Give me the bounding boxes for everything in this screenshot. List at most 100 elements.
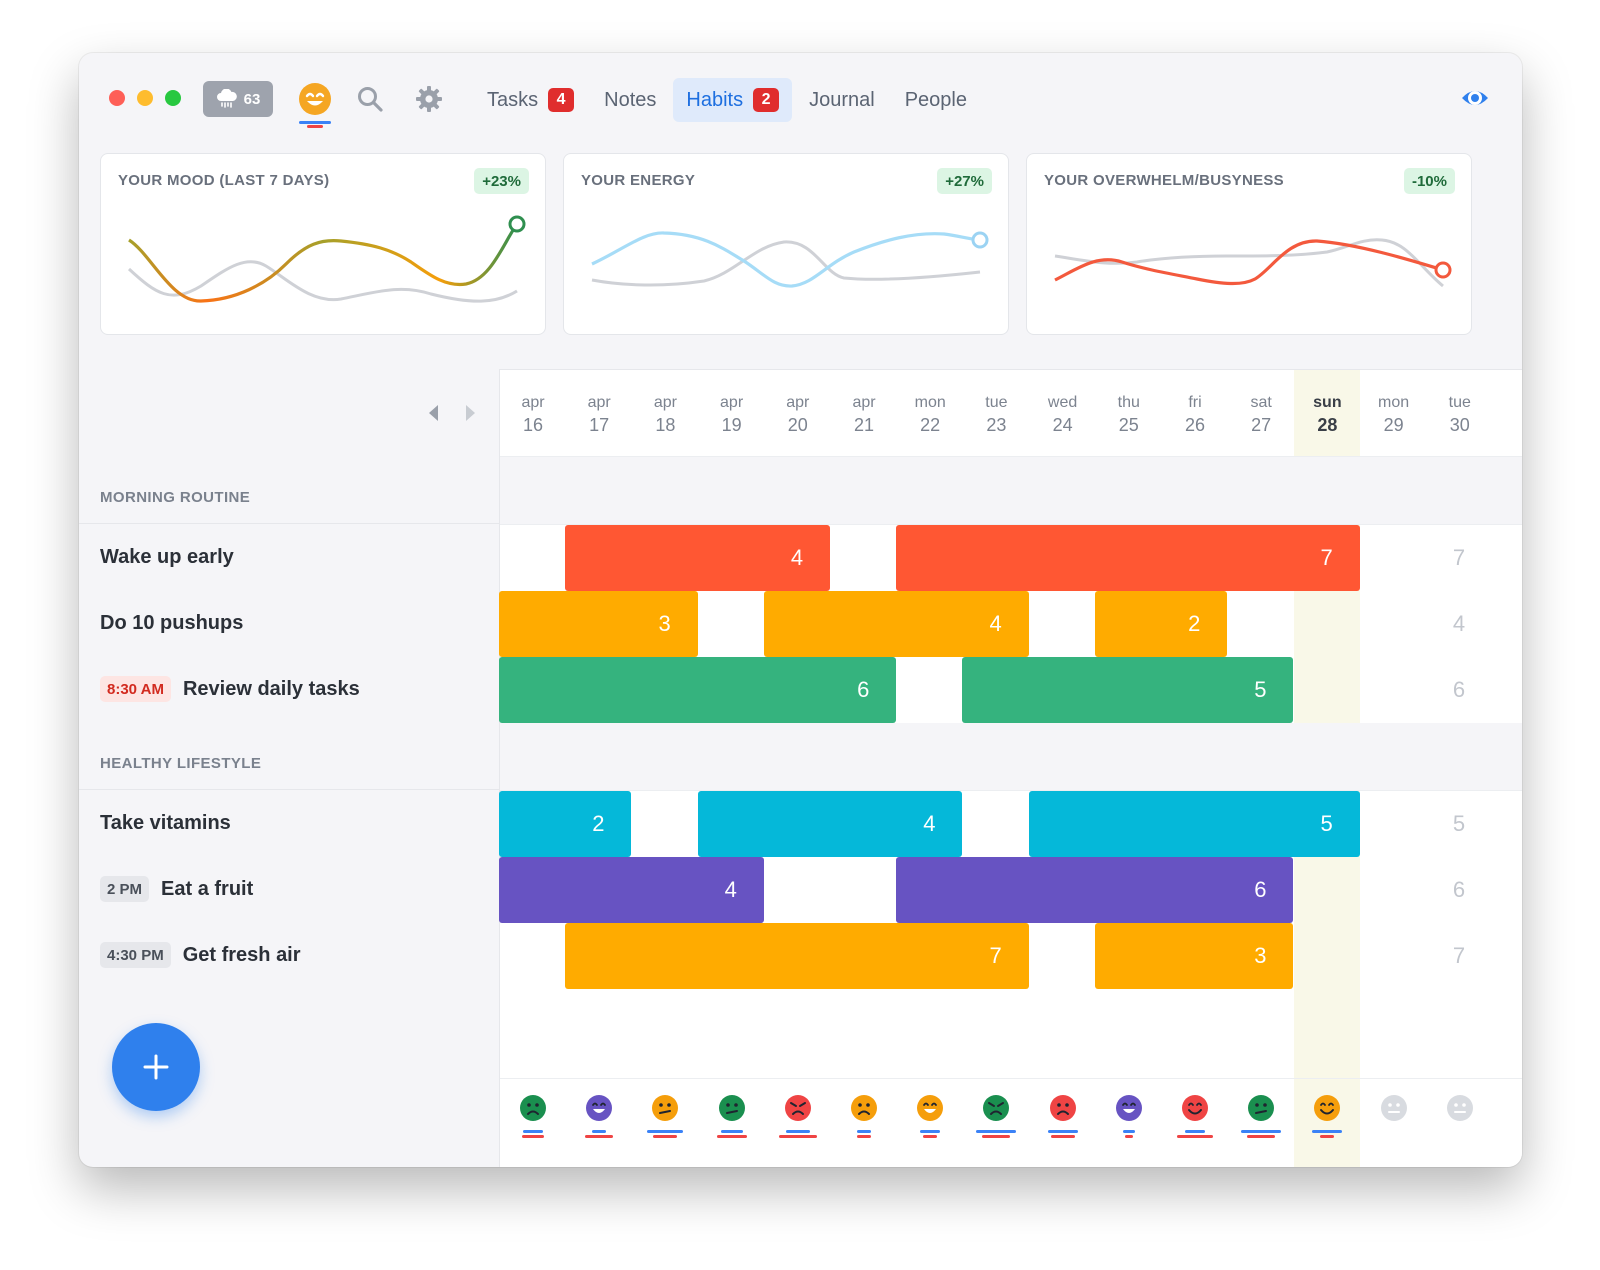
tab-label: Habits (686, 88, 744, 111)
overwhelm-level-bar (653, 1135, 678, 1138)
day-label: apr (786, 394, 810, 411)
day-label: thu (1117, 394, 1140, 411)
daily-mood-cell[interactable] (632, 1094, 698, 1154)
card-title: YOUR ENERGY (581, 172, 696, 189)
meh-face-icon (1248, 1095, 1275, 1121)
energy-level-bar (1312, 1130, 1343, 1133)
overwhelm-level-bar (857, 1135, 871, 1138)
habit-row[interactable]: Take vitamins (100, 790, 231, 856)
streak-count: 2 (592, 811, 605, 836)
mood-card[interactable]: YOUR MOOD (LAST 7 DAYS) +23% (100, 153, 546, 335)
eye-icon[interactable] (1460, 83, 1490, 113)
energy-level-bar (1185, 1130, 1205, 1133)
tab-habits[interactable]: Habits 2 (673, 78, 793, 122)
streak-bar[interactable]: 2 (499, 791, 632, 857)
daily-mood-cell[interactable] (500, 1094, 566, 1154)
tab-journal[interactable]: Journal (796, 78, 888, 122)
day-header: apr 21 (831, 392, 897, 436)
tab-label: Notes (604, 88, 657, 111)
daily-mood-cell[interactable] (699, 1094, 765, 1154)
weather-widget[interactable]: 63 (203, 81, 273, 117)
day-label: apr (653, 394, 677, 411)
change-badge: +23% (474, 168, 529, 194)
overwhelm-card[interactable]: YOUR OVERWHELM/BUSYNESS -10% (1026, 153, 1472, 335)
overwhelm-level-bar (778, 1135, 817, 1138)
streak-bar[interactable]: 4 (499, 857, 764, 923)
add-habit-button[interactable] (112, 1023, 200, 1111)
close-window-button[interactable] (109, 90, 125, 106)
streak-bar[interactable]: 4 (697, 791, 963, 857)
daily-mood-cell[interactable] (765, 1094, 831, 1154)
grin-face-icon (917, 1095, 944, 1121)
streak-bar[interactable]: 6 (896, 857, 1294, 923)
day-number: 20 (787, 415, 808, 435)
daily-mood-cell[interactable] (1096, 1094, 1162, 1154)
section-label: MORNING ROUTINE (100, 489, 251, 506)
mood-button[interactable] (297, 81, 333, 128)
tab-people[interactable]: People (892, 78, 980, 122)
streak-bar[interactable]: 3 (499, 591, 698, 657)
overwhelm-level-bar (1247, 1135, 1276, 1138)
daily-mood-cell[interactable] (963, 1094, 1029, 1154)
daily-mood-cell[interactable] (1162, 1094, 1228, 1154)
section-divider (79, 789, 499, 790)
title-bar: 63 (79, 53, 1522, 149)
day-label: fri (1188, 394, 1202, 411)
habit-row[interactable]: 8:30 AM Review daily tasks (100, 656, 360, 722)
habit-goal: 7 (1452, 943, 1466, 968)
day-number: 21 (853, 415, 875, 435)
daily-mood-cell[interactable] (1030, 1094, 1096, 1154)
streak-bar[interactable]: 5 (962, 657, 1294, 723)
minimize-window-button[interactable] (137, 90, 153, 106)
card-title: YOUR MOOD (LAST 7 DAYS) (118, 172, 330, 189)
card-title: YOUR OVERWHELM/BUSYNESS (1044, 172, 1284, 189)
habit-row[interactable]: 4:30 PM Get fresh air (100, 922, 301, 988)
daily-mood-cell[interactable] (831, 1094, 897, 1154)
habit-name: Wake up early (100, 545, 234, 568)
habit-name: Take vitamins (100, 811, 231, 834)
day-header: apr 18 (632, 392, 698, 436)
daily-mood-cell[interactable] (897, 1094, 963, 1154)
day-label: tue (1448, 394, 1471, 411)
streak-bar[interactable]: 4 (763, 591, 1029, 657)
daily-mood-cell[interactable] (1228, 1094, 1294, 1154)
next-week-arrow[interactable] (462, 403, 478, 423)
streak-count: 4 (790, 545, 804, 570)
streak-bar[interactable]: 4 (565, 525, 830, 591)
energy-level-bar (647, 1130, 684, 1133)
app-window: 63 (79, 53, 1522, 1167)
overwhelm-level-bar (1177, 1135, 1213, 1138)
streak-bar[interactable]: 5 (1028, 791, 1360, 857)
habit-row[interactable]: Do 10 pushups (100, 590, 243, 656)
previous-week-arrow[interactable] (426, 403, 442, 423)
habit-name: Review daily tasks (182, 677, 360, 700)
angry-face-icon (784, 1095, 811, 1121)
tab-tasks[interactable]: Tasks 4 (474, 78, 587, 122)
reminder-time-tag: 4:30 PM (100, 942, 171, 968)
zoom-window-button[interactable] (165, 90, 181, 106)
daily-mood-cell[interactable] (566, 1094, 632, 1154)
habit-row[interactable]: Wake up early (100, 524, 234, 590)
streak-bar[interactable]: 6 (499, 657, 897, 723)
daily-mood-cell[interactable] (1427, 1094, 1493, 1154)
section-label: HEALTHY LIFESTYLE (100, 755, 262, 772)
tab-notes[interactable]: Notes (591, 78, 669, 122)
energy-card[interactable]: YOUR ENERGY +27% (563, 153, 1009, 335)
energy-level-bar (1122, 1130, 1135, 1133)
daily-mood-cell[interactable] (1361, 1094, 1427, 1154)
streak-count: 3 (658, 611, 671, 636)
streak-bar[interactable]: 7 (565, 923, 1029, 989)
habit-name: Do 10 pushups (100, 611, 244, 634)
streak-count: 4 (989, 611, 1002, 636)
habit-goal: 5 (1452, 811, 1466, 836)
gear-icon[interactable] (415, 85, 443, 113)
streak-bar[interactable]: 3 (1094, 923, 1294, 989)
streak-bar[interactable]: 2 (1094, 591, 1228, 657)
streak-bar[interactable]: 7 (896, 525, 1360, 591)
day-header: sat 27 (1228, 392, 1294, 436)
daily-mood-cell[interactable] (1294, 1094, 1360, 1154)
habit-row[interactable]: 2 PM Eat a fruit (100, 856, 253, 922)
plus-icon (143, 1054, 169, 1080)
section-divider (79, 523, 499, 524)
search-icon[interactable] (356, 85, 384, 113)
